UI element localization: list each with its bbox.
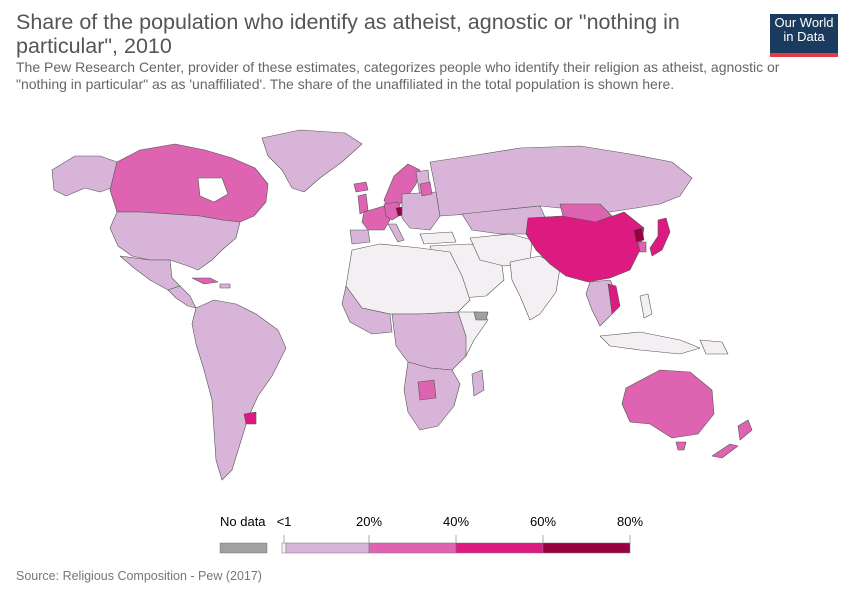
world-map [51, 129, 753, 481]
chart-subtitle: The Pew Research Center, provider of the… [16, 59, 780, 92]
legend-swatch-no-data[interactable] [219, 542, 268, 554]
country-france[interactable] [361, 205, 391, 231]
country-iceland[interactable] [353, 181, 369, 193]
country-spain-portugal[interactable] [349, 229, 371, 245]
country-central-america[interactable] [167, 285, 197, 309]
logo-line-2: in Data [783, 29, 825, 44]
country-china[interactable] [525, 211, 645, 283]
country-west-africa[interactable] [341, 285, 393, 335]
country-new-zealand-south[interactable] [711, 443, 739, 459]
country-madagascar[interactable] [471, 369, 485, 397]
legend: No data <1 20% 40% 60% 80% [219, 514, 643, 554]
legend-swatch-1[interactable] [285, 542, 370, 554]
legend-label-2: 20% [356, 514, 382, 529]
country-italy[interactable] [387, 223, 405, 243]
country-mexico[interactable] [119, 255, 181, 291]
country-new-zealand[interactable] [737, 419, 753, 441]
country-south-korea[interactable] [637, 241, 647, 253]
country-papua-new-guinea[interactable] [699, 339, 729, 355]
legend-swatch-3[interactable] [455, 542, 544, 554]
country-united-kingdom[interactable] [357, 193, 369, 215]
country-central-africa[interactable] [391, 311, 471, 371]
country-australia[interactable] [621, 369, 715, 439]
country-somaliland[interactable] [473, 311, 489, 321]
country-south-america[interactable] [191, 299, 287, 481]
legend-label-3: 40% [443, 514, 469, 529]
source-prefix: Source: [16, 569, 63, 583]
owid-logo[interactable]: Our World in Data [770, 14, 838, 57]
country-north-africa[interactable] [345, 243, 471, 315]
logo-accent-bar [770, 53, 838, 57]
legend-label-4: 60% [530, 514, 556, 529]
country-usa-alaska[interactable] [51, 155, 118, 197]
country-north-korea[interactable] [633, 227, 645, 243]
source-note: Source: Religious Composition - Pew (201… [16, 569, 262, 583]
country-estonia-latvia[interactable] [419, 181, 433, 197]
country-cuba[interactable] [191, 277, 219, 285]
legend-label-0: <1 [277, 514, 292, 529]
country-usa[interactable] [109, 211, 241, 271]
country-japan[interactable] [649, 217, 671, 257]
legend-swatch-4[interactable] [542, 542, 631, 554]
country-indonesia[interactable] [599, 331, 701, 355]
source-link[interactable]: Religious Composition - Pew (2017) [62, 569, 262, 583]
legend-label-5: 80% [617, 514, 643, 529]
country-philippines[interactable] [639, 293, 653, 319]
country-greenland[interactable] [261, 129, 363, 193]
country-turkey[interactable] [419, 231, 457, 245]
legend-swatch-0[interactable] [281, 542, 287, 554]
country-hispaniola[interactable] [219, 283, 231, 289]
logo-line-1: Our World [774, 15, 834, 30]
country-tasmania[interactable] [675, 441, 687, 451]
legend-label-no-data: No data [220, 514, 266, 529]
country-germany[interactable] [383, 201, 403, 221]
country-botswana[interactable] [417, 379, 437, 401]
country-eastern-europe[interactable] [401, 191, 441, 231]
legend-swatch-2[interactable] [368, 542, 457, 554]
hudson-bay [197, 177, 229, 203]
chart-title: Share of the population who identify as … [16, 10, 680, 58]
country-uruguay[interactable] [243, 411, 257, 425]
country-vietnam[interactable] [607, 283, 621, 315]
country-canada[interactable] [109, 143, 269, 223]
